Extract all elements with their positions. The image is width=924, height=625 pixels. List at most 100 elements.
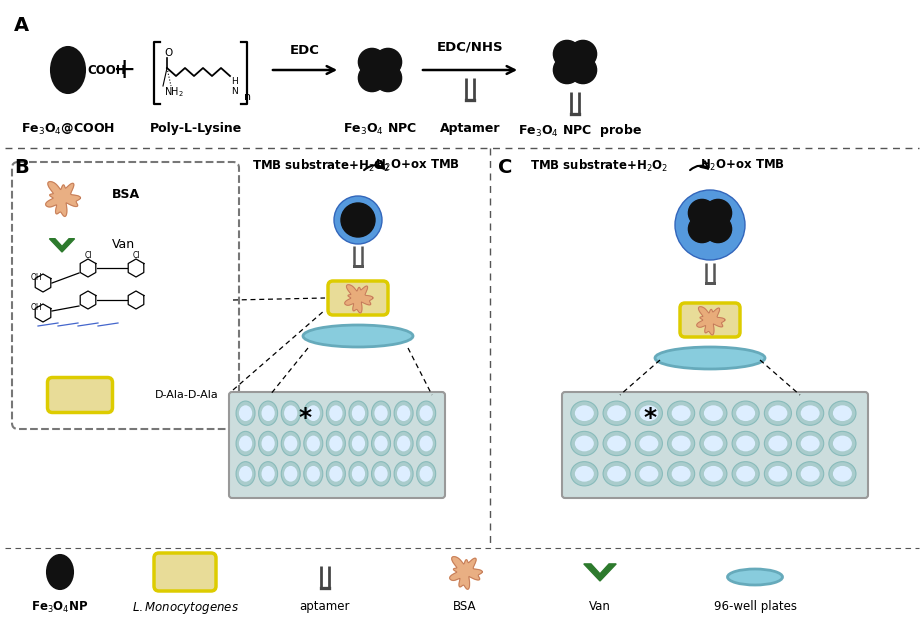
Circle shape bbox=[374, 64, 402, 92]
Ellipse shape bbox=[281, 431, 300, 456]
Ellipse shape bbox=[352, 405, 365, 421]
Ellipse shape bbox=[704, 405, 723, 421]
Text: $\it{L. Monocytogenes}$: $\it{L. Monocytogenes}$ bbox=[131, 600, 238, 616]
Ellipse shape bbox=[639, 405, 659, 421]
Ellipse shape bbox=[371, 401, 391, 425]
Ellipse shape bbox=[603, 431, 630, 456]
Ellipse shape bbox=[699, 462, 727, 486]
Ellipse shape bbox=[639, 466, 659, 482]
Ellipse shape bbox=[371, 431, 391, 456]
Ellipse shape bbox=[796, 431, 823, 456]
Text: OH: OH bbox=[30, 304, 42, 312]
Ellipse shape bbox=[417, 462, 436, 486]
Circle shape bbox=[374, 48, 402, 76]
Circle shape bbox=[334, 196, 382, 244]
Text: *: * bbox=[643, 406, 657, 430]
Text: BSA: BSA bbox=[454, 600, 477, 613]
Text: TMB substrate+H$_2$O$_2$: TMB substrate+H$_2$O$_2$ bbox=[530, 158, 668, 174]
Ellipse shape bbox=[639, 436, 659, 451]
Text: Van: Van bbox=[590, 600, 611, 613]
Ellipse shape bbox=[829, 462, 856, 486]
Ellipse shape bbox=[764, 462, 792, 486]
Circle shape bbox=[341, 203, 375, 237]
Text: Poly-L-Lysine: Poly-L-Lysine bbox=[150, 122, 242, 135]
Ellipse shape bbox=[672, 405, 690, 421]
Ellipse shape bbox=[732, 401, 760, 425]
Polygon shape bbox=[694, 304, 726, 336]
Ellipse shape bbox=[571, 462, 598, 486]
Ellipse shape bbox=[575, 436, 594, 451]
Circle shape bbox=[688, 199, 715, 227]
Text: EDC: EDC bbox=[290, 44, 320, 57]
Text: BSA: BSA bbox=[112, 189, 140, 201]
Ellipse shape bbox=[349, 431, 368, 456]
Ellipse shape bbox=[571, 401, 598, 425]
Ellipse shape bbox=[727, 569, 783, 585]
Ellipse shape bbox=[419, 405, 432, 421]
Ellipse shape bbox=[672, 466, 690, 482]
Text: OH: OH bbox=[30, 274, 42, 282]
Ellipse shape bbox=[329, 436, 343, 451]
Ellipse shape bbox=[796, 462, 823, 486]
Ellipse shape bbox=[304, 431, 322, 456]
Text: Fe$_3$O$_4$ NPC  probe: Fe$_3$O$_4$ NPC probe bbox=[518, 122, 642, 139]
Ellipse shape bbox=[704, 436, 723, 451]
Circle shape bbox=[569, 56, 597, 84]
Ellipse shape bbox=[261, 466, 274, 482]
Circle shape bbox=[359, 64, 385, 92]
Ellipse shape bbox=[636, 431, 663, 456]
Ellipse shape bbox=[704, 466, 723, 482]
Circle shape bbox=[675, 190, 745, 260]
Ellipse shape bbox=[239, 405, 252, 421]
Ellipse shape bbox=[329, 405, 343, 421]
Text: Van: Van bbox=[112, 239, 135, 251]
Polygon shape bbox=[342, 281, 374, 314]
Polygon shape bbox=[345, 285, 373, 313]
Ellipse shape bbox=[307, 436, 320, 451]
Ellipse shape bbox=[636, 462, 663, 486]
Text: C: C bbox=[498, 158, 513, 177]
Text: D-Ala-D-Ala: D-Ala-D-Ala bbox=[155, 390, 219, 400]
Ellipse shape bbox=[259, 431, 277, 456]
FancyBboxPatch shape bbox=[154, 553, 216, 591]
FancyBboxPatch shape bbox=[562, 392, 868, 498]
Ellipse shape bbox=[736, 436, 755, 451]
Text: B: B bbox=[14, 158, 29, 177]
Text: O: O bbox=[164, 48, 172, 58]
Text: NH$_2$: NH$_2$ bbox=[164, 85, 184, 99]
Ellipse shape bbox=[307, 405, 320, 421]
Ellipse shape bbox=[47, 555, 73, 589]
Ellipse shape bbox=[603, 401, 630, 425]
Ellipse shape bbox=[352, 436, 365, 451]
Text: Cl: Cl bbox=[84, 251, 91, 261]
FancyBboxPatch shape bbox=[680, 303, 740, 337]
Ellipse shape bbox=[261, 436, 274, 451]
Text: Cl: Cl bbox=[132, 251, 140, 261]
Ellipse shape bbox=[284, 405, 298, 421]
Ellipse shape bbox=[732, 462, 760, 486]
Ellipse shape bbox=[239, 436, 252, 451]
Ellipse shape bbox=[395, 431, 413, 456]
Ellipse shape bbox=[575, 466, 594, 482]
Polygon shape bbox=[49, 239, 75, 252]
Ellipse shape bbox=[303, 325, 413, 347]
FancyBboxPatch shape bbox=[229, 392, 445, 498]
Ellipse shape bbox=[417, 401, 436, 425]
Ellipse shape bbox=[307, 466, 320, 482]
Ellipse shape bbox=[736, 466, 755, 482]
Ellipse shape bbox=[833, 405, 852, 421]
Ellipse shape bbox=[239, 466, 252, 482]
Ellipse shape bbox=[801, 436, 820, 451]
Text: TMB substrate+H$_2$O$_2$: TMB substrate+H$_2$O$_2$ bbox=[252, 158, 390, 174]
Text: COOH: COOH bbox=[87, 64, 126, 76]
Ellipse shape bbox=[801, 466, 820, 482]
Ellipse shape bbox=[395, 462, 413, 486]
Ellipse shape bbox=[699, 431, 727, 456]
Ellipse shape bbox=[833, 466, 852, 482]
Text: A: A bbox=[14, 16, 30, 35]
Ellipse shape bbox=[764, 401, 792, 425]
Ellipse shape bbox=[575, 405, 594, 421]
Ellipse shape bbox=[672, 436, 690, 451]
Ellipse shape bbox=[374, 466, 388, 482]
Ellipse shape bbox=[636, 401, 663, 425]
